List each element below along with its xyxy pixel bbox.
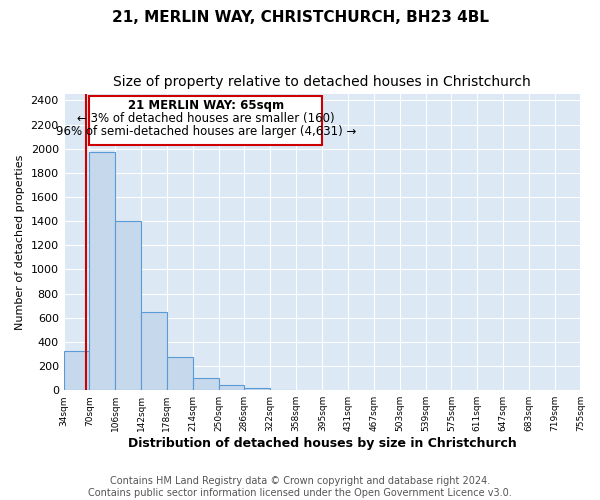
X-axis label: Distribution of detached houses by size in Christchurch: Distribution of detached houses by size … <box>128 437 517 450</box>
Title: Size of property relative to detached houses in Christchurch: Size of property relative to detached ho… <box>113 75 531 89</box>
Bar <box>244 388 270 390</box>
Text: 21 MERLIN WAY: 65sqm: 21 MERLIN WAY: 65sqm <box>128 99 284 112</box>
Bar <box>193 378 218 390</box>
Bar <box>167 357 193 390</box>
Bar <box>141 312 167 390</box>
Bar <box>89 152 115 390</box>
Y-axis label: Number of detached properties: Number of detached properties <box>15 154 25 330</box>
Text: ← 3% of detached houses are smaller (160): ← 3% of detached houses are smaller (160… <box>77 112 335 125</box>
Text: 96% of semi-detached houses are larger (4,631) →: 96% of semi-detached houses are larger (… <box>56 125 356 138</box>
Bar <box>64 351 89 390</box>
Text: 21, MERLIN WAY, CHRISTCHURCH, BH23 4BL: 21, MERLIN WAY, CHRISTCHURCH, BH23 4BL <box>112 10 488 25</box>
Bar <box>115 221 141 390</box>
Text: Contains HM Land Registry data © Crown copyright and database right 2024.
Contai: Contains HM Land Registry data © Crown c… <box>88 476 512 498</box>
Bar <box>89 96 322 145</box>
Bar <box>218 386 244 390</box>
